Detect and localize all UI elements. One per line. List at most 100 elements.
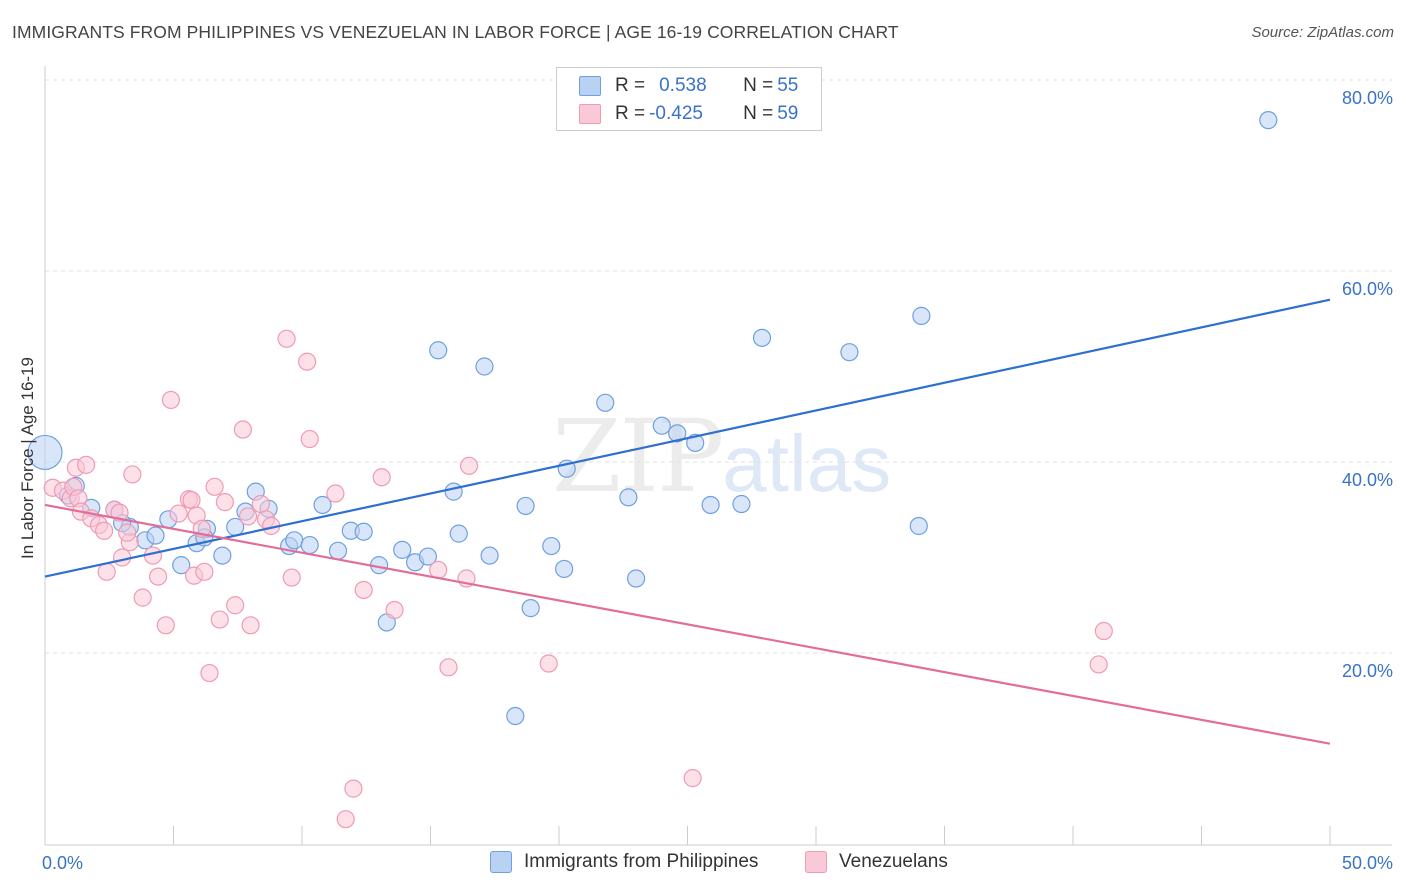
data-points [27,111,1278,829]
point-venezuelans [439,658,458,677]
point-venezuelans [77,455,96,474]
point-venezuelans [344,779,363,798]
tick-labels: 20.0% 40.0% 60.0% 80.0% 0.0% 50.0% [42,88,1393,873]
point-venezuelans [148,567,168,586]
point-philippines [393,540,412,559]
point-philippines [1259,111,1278,130]
point-philippines [652,416,671,435]
point-venezuelans [539,654,558,673]
y-axis-label: In Labor Force | Age 16-19 [18,357,37,559]
bottom-legend-swatch-philippines [490,851,512,873]
point-venezuelans [123,465,142,484]
point-venezuelans [238,507,258,526]
point-philippines [686,433,705,452]
point-venezuelans [182,491,201,510]
y-tick-label: 80.0% [1342,88,1393,108]
point-venezuelans [300,429,319,449]
bottom-legend-label-philippines: Immigrants from Philippines [524,851,759,872]
legend-r-label: R = [615,75,646,96]
x-tick-label: 50.0% [1342,853,1393,873]
point-venezuelans [1094,621,1113,641]
point-venezuelans [112,548,132,567]
legend-r-label: R = [615,103,646,124]
legend-n-label: N = [743,75,774,96]
watermark-zip: ZIP [552,398,724,515]
point-philippines [596,393,615,412]
point-venezuelans [210,610,229,629]
point-philippines [626,569,646,588]
point-philippines [542,536,561,556]
point-philippines [668,424,687,443]
point-venezuelans [326,484,345,503]
point-venezuelans [241,616,260,635]
point-philippines [840,343,859,362]
legend-row-venezuelans: R = -0.425 N = 59 [579,100,798,128]
point-venezuelans [118,523,137,542]
trend-line-venezuelans [44,503,1331,745]
trend-lines [44,298,1331,745]
legend-swatch-venezuelans [579,104,601,124]
legend-n-value: 55 [777,75,799,96]
legend-r-value: -0.425 [649,103,703,124]
point-venezuelans [226,596,245,615]
point-philippines [521,599,540,618]
point-venezuelans [133,588,152,607]
correlation-legend: R = 0.538 N = 55 R = -0.425 N = 59 [556,67,822,131]
point-philippines [701,495,720,515]
point-venezuelans [205,477,224,496]
point-philippines [27,434,63,471]
watermark: ZIPatlas [552,398,891,515]
point-philippines [328,541,348,560]
point-venezuelans [459,456,479,475]
point-philippines [429,341,448,360]
point-philippines [480,546,499,565]
x-tick-label: 0.0% [42,853,83,873]
point-philippines [909,516,928,536]
point-philippines [619,488,638,507]
point-philippines [912,306,931,325]
point-venezuelans [195,562,214,581]
point-venezuelans [200,663,219,683]
point-venezuelans [298,352,317,371]
point-philippines [555,559,574,579]
point-philippines [418,547,438,566]
point-philippines [732,494,751,514]
point-venezuelans [156,616,175,635]
legend-row-philippines: R = 0.538 N = 55 [579,72,798,100]
axes [44,66,1392,846]
point-venezuelans [110,503,129,522]
y-tick-label: 60.0% [1342,279,1393,299]
bottom-legend-venezuelans: Venezuelans [805,851,948,873]
point-philippines [213,546,232,565]
point-venezuelans [169,504,188,523]
chart-title: IMMIGRANTS FROM PHILIPPINES VS VENEZUELA… [12,22,899,42]
point-venezuelans [277,329,296,348]
point-philippines [285,531,304,550]
point-philippines [146,526,165,545]
point-venezuelans [233,420,252,439]
point-venezuelans [282,568,301,587]
bottom-legend-philippines: Immigrants from Philippines [490,851,758,873]
watermark-atlas: atlas [722,419,892,508]
point-philippines [354,522,373,541]
point-philippines [752,328,772,347]
point-venezuelans [1089,655,1108,674]
point-venezuelans [385,600,404,620]
trend-line-philippines [44,298,1331,578]
point-venezuelans [354,580,373,600]
point-philippines [300,535,319,555]
point-venezuelans [336,810,355,829]
legend-swatch-philippines [579,76,601,96]
legend-n-value: 59 [777,103,799,124]
point-venezuelans [95,521,114,540]
bottom-legend-swatch-venezuelans [805,851,827,873]
point-philippines [506,706,525,726]
point-venezuelans [161,390,181,410]
legend-n-label: N = [743,103,774,124]
point-philippines [475,357,494,376]
y-tick-label: 20.0% [1342,661,1393,681]
point-philippines [313,495,332,515]
point-philippines [444,482,463,501]
point-philippines [449,524,468,543]
